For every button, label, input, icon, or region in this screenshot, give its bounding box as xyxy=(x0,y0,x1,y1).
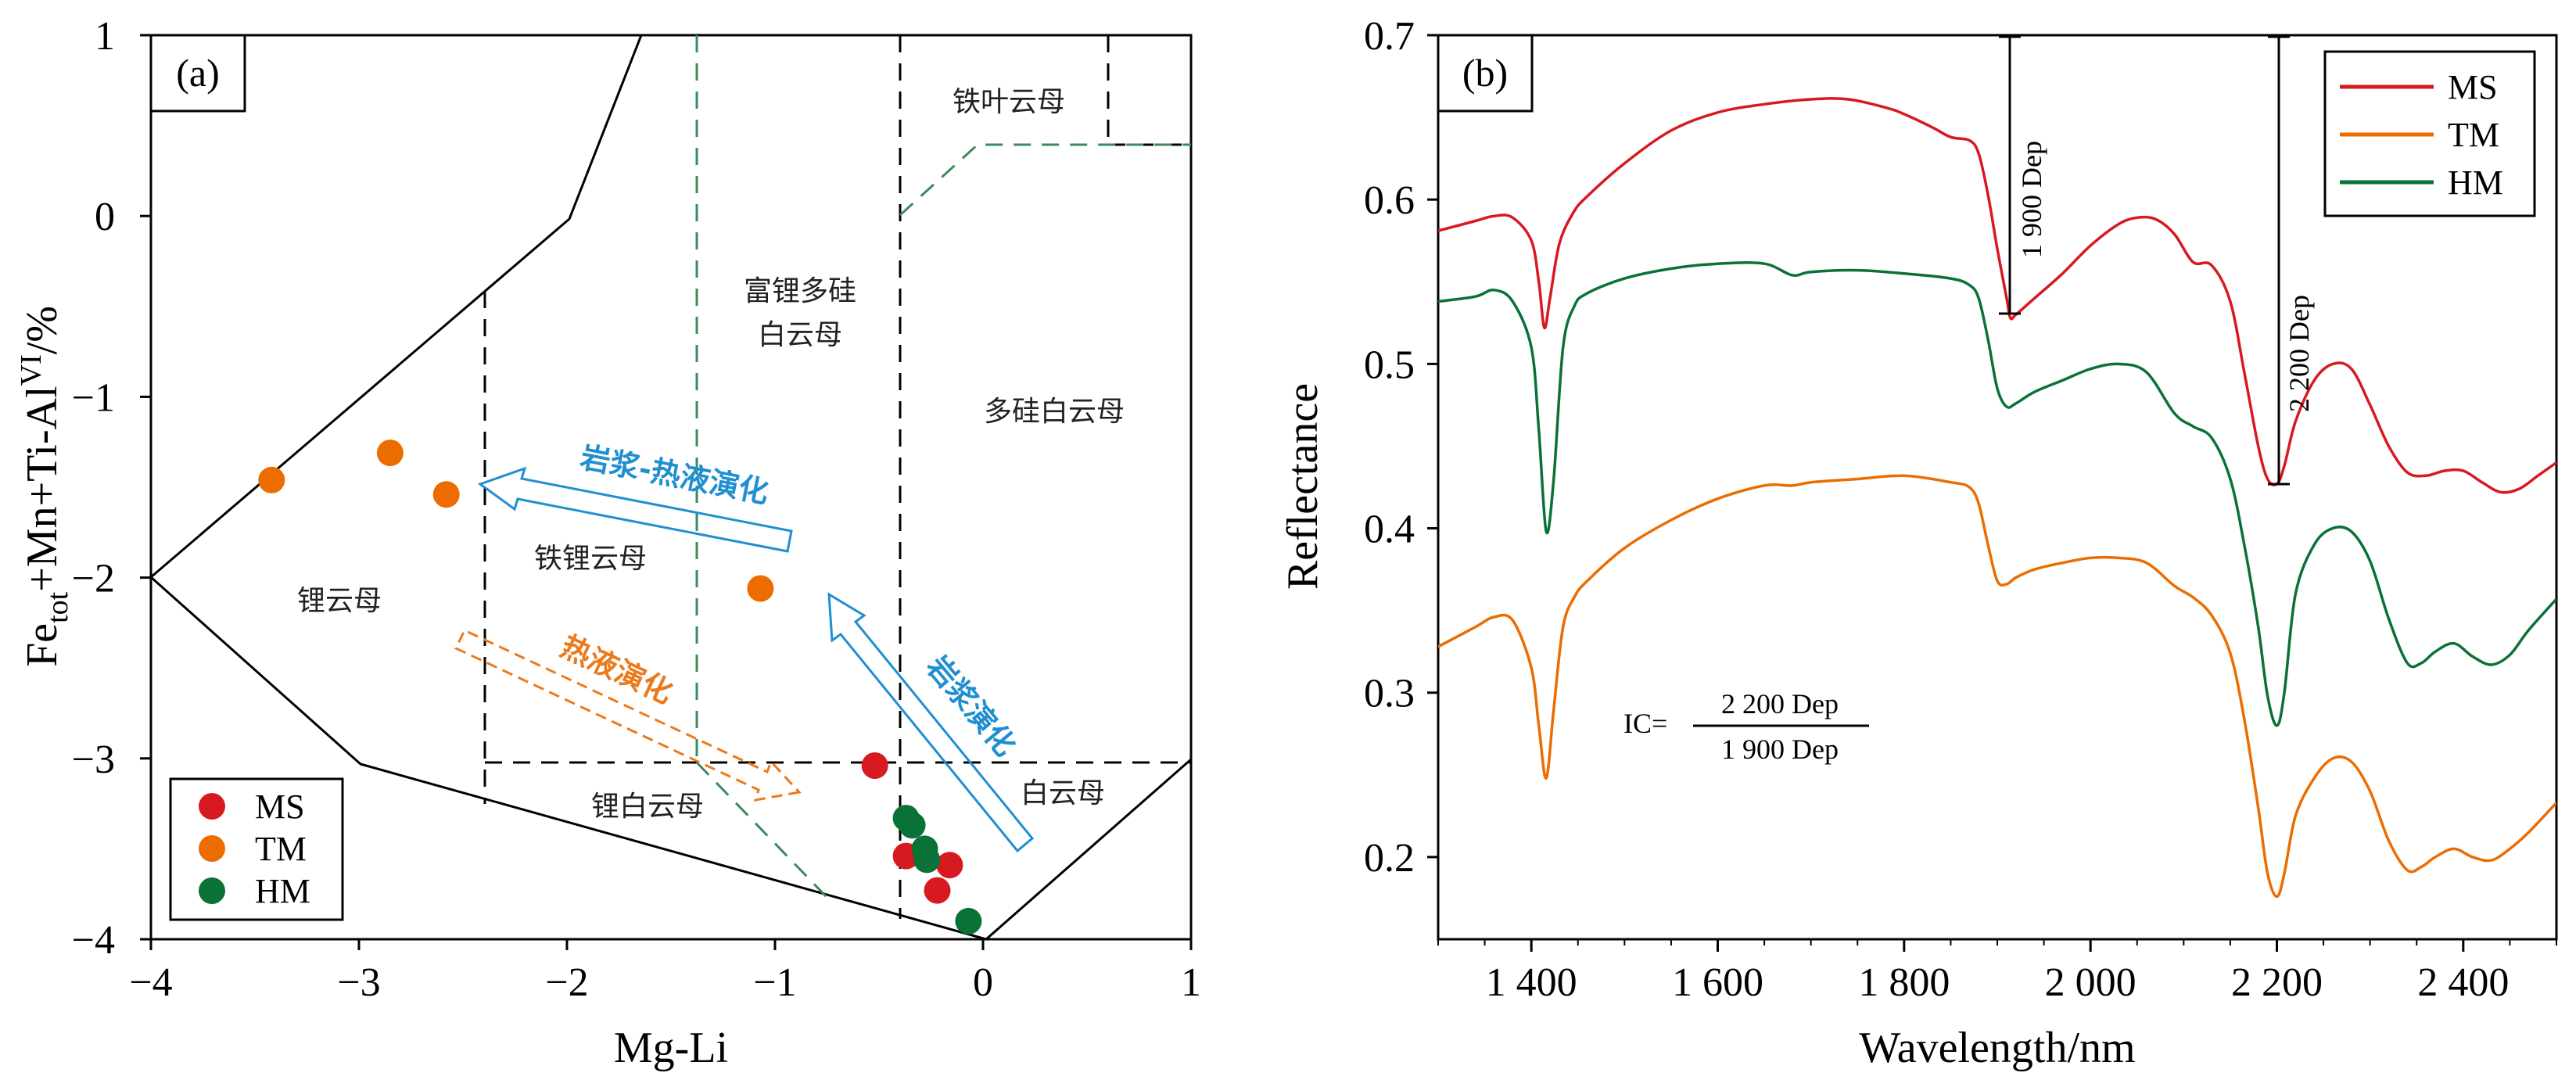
arrow-label-hydrothermal: 热液演化 xyxy=(555,629,677,710)
series-line-ms xyxy=(1438,97,2556,494)
panel-a-ticks: −4 −3 −2 −1 0 1 1 0 −1 −2 −3 −4 xyxy=(72,14,1201,1005)
point-hm xyxy=(913,846,941,874)
x-tick-label-a: −3 xyxy=(337,960,380,1005)
x-tick-label-a: −4 xyxy=(129,960,172,1005)
x-tick-label-b: 2 400 xyxy=(2417,960,2509,1005)
boundary-upper xyxy=(151,35,643,579)
arrow-magmatic-hydrothermal xyxy=(477,466,793,553)
evolution-arrows: 岩浆-热液演化 热液演化 岩浆演化 xyxy=(454,440,1035,853)
point-ms xyxy=(936,852,963,879)
legend-a-tm-marker xyxy=(199,835,225,862)
depth-markers: 1 900 Dep 2 200 Dep xyxy=(1999,35,2315,486)
point-tm xyxy=(258,466,285,493)
y-tick-label-a: −3 xyxy=(72,737,115,782)
region-label-fulidg-2: 白云母 xyxy=(758,319,842,351)
y-tick-label-a: 1 xyxy=(95,14,115,59)
panel-b-ylabel: Reflectance xyxy=(1279,383,1327,590)
panel-b-label: (b) xyxy=(1462,51,1508,95)
region-label-tiye: 铁叶云母 xyxy=(953,86,1065,118)
dep-2200-label: 2 200 Dep xyxy=(2284,295,2315,412)
y-tick-label-a: 0 xyxy=(95,195,115,239)
point-tm xyxy=(432,481,460,508)
panel-b-ticks: 1 400 1 600 1 800 2 000 2 200 2 400 0.2 0.3 0.4 0… xyxy=(1364,14,2557,1005)
panel-a-label-frame xyxy=(149,34,246,113)
x-tick-label-a: −2 xyxy=(545,960,588,1005)
point-ms xyxy=(861,752,888,779)
panel-a-ylabel: Fetot+Mn+Ti-AlVI/% xyxy=(15,306,74,667)
point-hm xyxy=(899,812,926,839)
green-dash-diagonal xyxy=(695,761,829,899)
region-label-bai: 白云母 xyxy=(1021,777,1105,809)
boundary-lower xyxy=(151,576,1191,939)
legend-b-ms: MS xyxy=(2448,68,2498,106)
ylabel-a-base: Fe xyxy=(18,623,66,667)
x-tick-label-b: 1 600 xyxy=(1672,960,1763,1005)
x-tick-label-b: 2 200 xyxy=(2231,960,2323,1005)
arrow-label-magmatic-hydrothermal: 岩浆-热液演化 xyxy=(578,440,772,510)
panel-b-legend: MS TM HM xyxy=(2323,50,2536,217)
panel-a-xlabel: Mg-Li xyxy=(614,1024,728,1072)
ic-formula: IC= 2 200 Dep 1 900 Dep xyxy=(1623,688,1869,765)
panel-a-legend: MS TM HM xyxy=(169,777,344,921)
x-tick-label-b: 2 000 xyxy=(2045,960,2137,1005)
panel-b-label-frame xyxy=(1437,34,1534,113)
region-label-libai: 锂白云母 xyxy=(591,791,704,823)
x-tick-label-b: 1 400 xyxy=(1486,960,1577,1005)
panel-b: 1 900 Dep 2 200 Dep IC= 2 200 Dep 1 900 … xyxy=(1279,14,2558,1072)
legend-b-tm: TM xyxy=(2448,116,2499,154)
region-labels: 铁叶云母 富锂多硅 白云母 多硅白云母 铁锂云母 锂云母 锂白云母 白云母 xyxy=(297,86,1125,823)
y-tick-label-a: −2 xyxy=(72,557,115,601)
panel-a: 铁叶云母 富锂多硅 白云母 多硅白云母 铁锂云母 锂云母 锂白云母 白云母 岩浆… xyxy=(15,14,1201,1072)
series-line-hm xyxy=(1438,261,2556,727)
point-tm xyxy=(376,440,404,467)
y-tick-label-a: −1 xyxy=(72,375,115,420)
panel-a-label-box: (a) xyxy=(149,34,246,113)
arrow-label-magmatic: 岩浆演化 xyxy=(920,649,1022,762)
dep-1900-label: 1 900 Dep xyxy=(2016,141,2047,258)
arrow-magmatic xyxy=(827,592,1035,853)
y-tick-label-b: 0.3 xyxy=(1364,672,1415,716)
x-tick-label-a: −1 xyxy=(753,960,796,1005)
region-label-duogui: 多硅白云母 xyxy=(984,396,1125,428)
spectra-lines xyxy=(1438,97,2556,899)
arrow-hydrothermal xyxy=(454,629,802,802)
region-boundaries xyxy=(151,35,1191,939)
point-hm xyxy=(955,907,982,935)
panel-b-label-box: (b) xyxy=(1437,34,1534,113)
ic-numerator: 2 200 Dep xyxy=(1721,688,1839,719)
legend-a-tm: TM xyxy=(255,830,307,868)
ylabel-a-sup: VI xyxy=(15,354,48,386)
y-tick-label-b: 0.7 xyxy=(1364,14,1415,59)
region-label-li: 锂云母 xyxy=(297,585,382,617)
y-tick-label-b: 0.4 xyxy=(1364,508,1415,552)
ic-prefix: IC= xyxy=(1623,708,1667,739)
ylabel-a-sub: tot xyxy=(41,591,74,623)
y-tick-label-b: 0.5 xyxy=(1364,343,1415,387)
legend-a-ms: MS xyxy=(255,788,305,826)
legend-b-hm: HM xyxy=(2448,163,2503,202)
y-tick-label-b: 0.6 xyxy=(1364,178,1415,223)
x-tick-label-a: 0 xyxy=(973,960,993,1005)
point-ms xyxy=(924,877,951,904)
x-tick-label-b: 1 800 xyxy=(1858,960,1950,1005)
point-tm xyxy=(747,575,774,602)
region-label-tieli: 铁锂云母 xyxy=(534,543,647,575)
region-label-fulidg-1: 富锂多硅 xyxy=(744,275,856,307)
panel-a-frame xyxy=(149,34,1193,941)
panel-b-xlabel: Wavelength/nm xyxy=(1859,1024,2135,1072)
y-tick-label-a: −4 xyxy=(72,918,115,963)
green-dash-upper xyxy=(899,143,1191,217)
ic-denominator: 1 900 Dep xyxy=(1721,734,1839,765)
y-tick-label-b: 0.2 xyxy=(1364,836,1415,881)
legend-a-ms-marker xyxy=(199,793,225,820)
scatter-points xyxy=(258,440,982,935)
ylabel-a-end: /% xyxy=(18,306,66,354)
legend-a-hm: HM xyxy=(255,872,310,910)
ylabel-a-mid: +Mn+Ti-Al xyxy=(18,386,66,591)
series-line-tm xyxy=(1438,474,2556,899)
legend-a-hm-marker xyxy=(199,877,225,904)
x-tick-label-a: 1 xyxy=(1181,960,1201,1005)
panel-a-label: (a) xyxy=(176,51,220,95)
